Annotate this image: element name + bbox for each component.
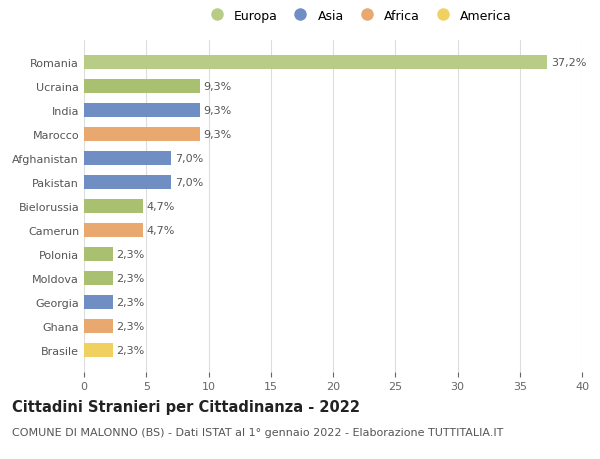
- Bar: [84, 344, 113, 357]
- Text: 9,3%: 9,3%: [203, 82, 232, 92]
- Bar: [84, 128, 200, 141]
- Bar: [84, 272, 113, 285]
- Bar: [84, 104, 200, 118]
- Text: 2,3%: 2,3%: [116, 321, 145, 331]
- Text: 2,3%: 2,3%: [116, 249, 145, 259]
- Text: 4,7%: 4,7%: [146, 225, 175, 235]
- Bar: [84, 319, 113, 333]
- Text: 9,3%: 9,3%: [203, 130, 232, 140]
- Bar: [84, 152, 171, 165]
- Text: Cittadini Stranieri per Cittadinanza - 2022: Cittadini Stranieri per Cittadinanza - 2…: [12, 399, 360, 414]
- Text: 37,2%: 37,2%: [551, 58, 586, 68]
- Bar: [84, 224, 143, 237]
- Text: 2,3%: 2,3%: [116, 274, 145, 283]
- Text: 2,3%: 2,3%: [116, 345, 145, 355]
- Text: 7,0%: 7,0%: [175, 178, 203, 188]
- Text: 7,0%: 7,0%: [175, 154, 203, 164]
- Text: 2,3%: 2,3%: [116, 297, 145, 307]
- Text: 9,3%: 9,3%: [203, 106, 232, 116]
- Legend: Europa, Asia, Africa, America: Europa, Asia, Africa, America: [199, 5, 517, 28]
- Bar: [84, 80, 200, 94]
- Text: COMUNE DI MALONNO (BS) - Dati ISTAT al 1° gennaio 2022 - Elaborazione TUTTITALIA: COMUNE DI MALONNO (BS) - Dati ISTAT al 1…: [12, 427, 503, 437]
- Bar: [84, 200, 143, 213]
- Bar: [84, 296, 113, 309]
- Bar: [84, 176, 171, 189]
- Text: 4,7%: 4,7%: [146, 202, 175, 212]
- Bar: [84, 248, 113, 261]
- Bar: [84, 56, 547, 69]
